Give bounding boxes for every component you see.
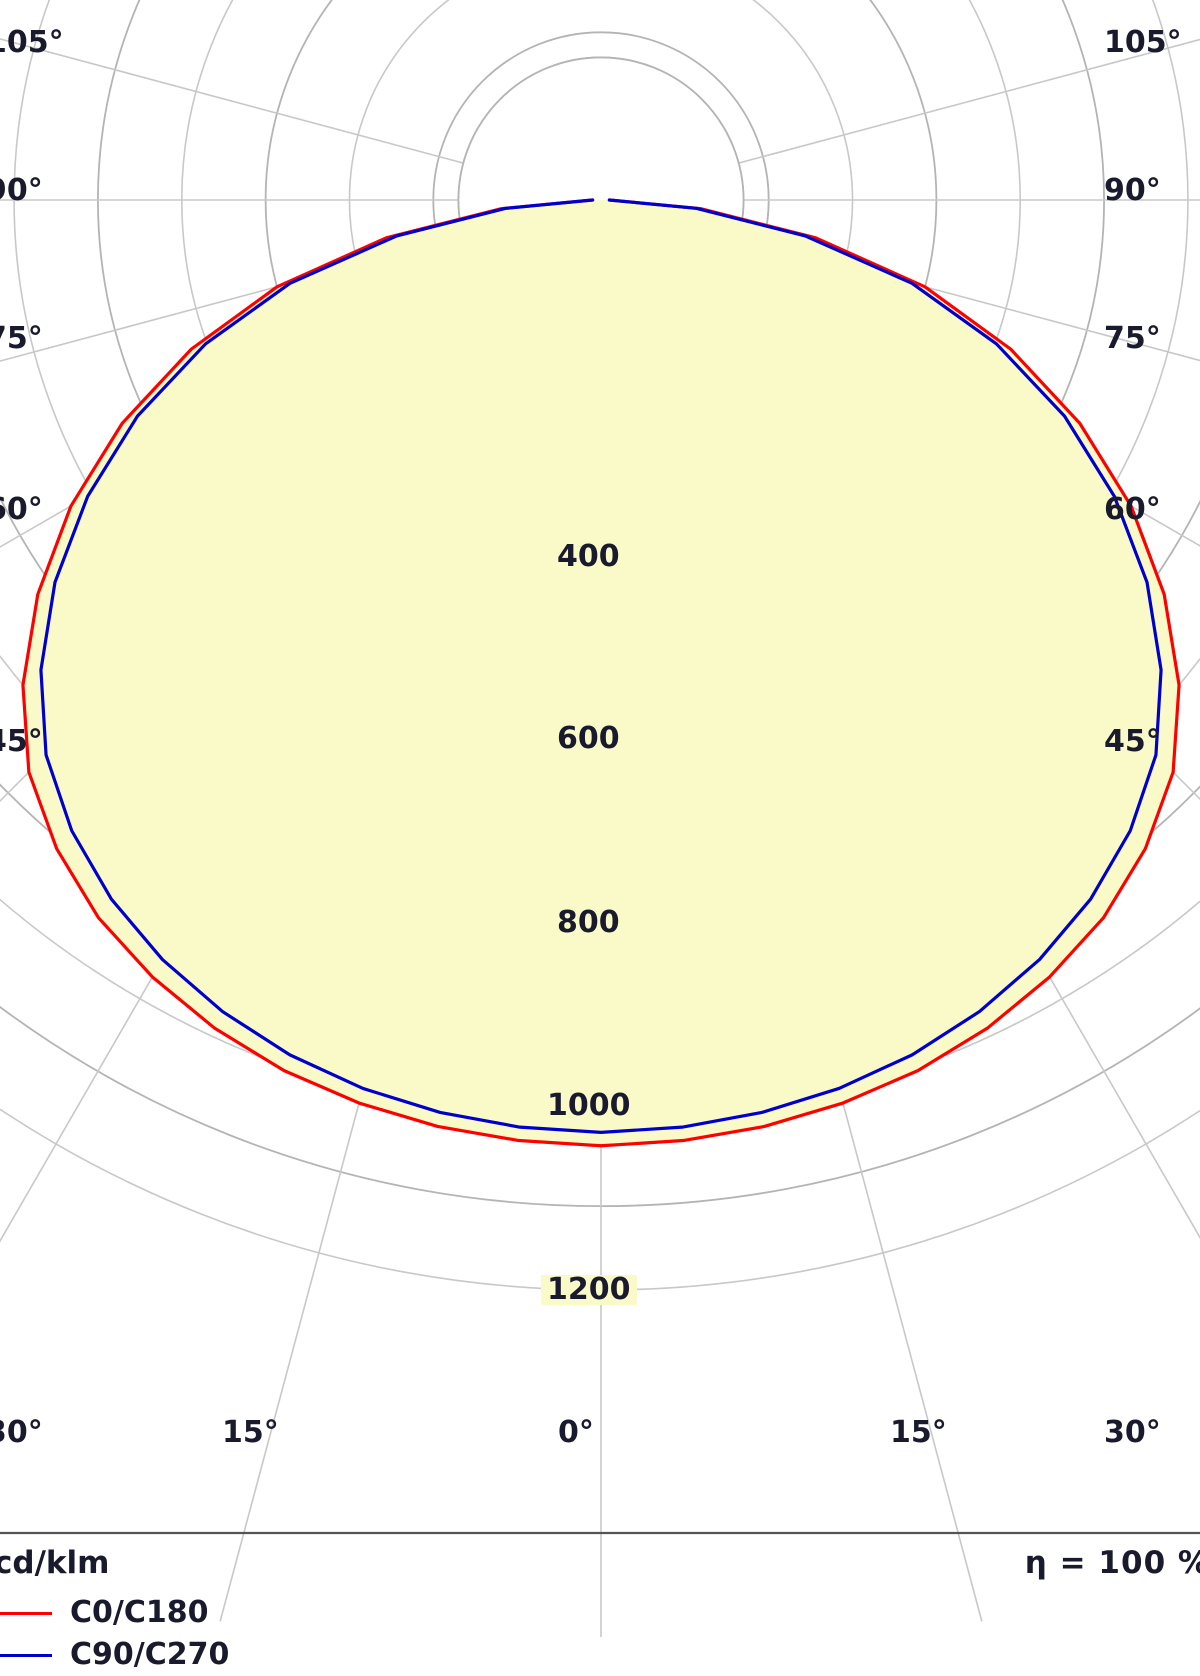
legend-label: C90/C270: [70, 1637, 230, 1672]
ring-label-400: 400: [551, 542, 626, 572]
curve-c0-c180: [21, 198, 1181, 1148]
angle-label-bottom-2: 15°: [890, 1415, 947, 1450]
angle-label-left-4: 45°: [0, 724, 43, 759]
ring-label-1200: 1200: [541, 1275, 637, 1305]
angle-label-bottom-1: 0°: [558, 1415, 594, 1450]
angle-label-bottom-0: 15°: [222, 1415, 279, 1450]
angle-label-left-0: 105°: [0, 25, 64, 60]
ring-label-800: 800: [551, 908, 626, 938]
angle-label-right-5: 30°: [1104, 1415, 1161, 1450]
angle-label-left-5: 30°: [0, 1415, 43, 1450]
angle-label-right-3: 60°: [1104, 492, 1161, 527]
angle-label-left-2: 75°: [0, 321, 43, 356]
angle-label-right-1: 90°: [1104, 173, 1161, 208]
angle-label-right-2: 75°: [1104, 321, 1161, 356]
polar-plot-canvas: [0, 0, 1200, 1637]
efficiency-label: η = 100 %: [1024, 1545, 1200, 1581]
grid-spoke: [600, 38, 1200, 201]
legend: C0/C180 C90/C270: [0, 1592, 1200, 1676]
legend-swatch-icon: [0, 1653, 52, 1657]
angle-label-left-3: 60°: [0, 492, 43, 527]
distribution-curves: [21, 198, 1181, 1148]
distribution-fill: [22, 200, 1180, 1146]
curve-c90-c270: [39, 198, 1163, 1134]
legend-swatch-icon: [0, 1611, 52, 1615]
legend-item-c90-c270[interactable]: C90/C270: [0, 1634, 1200, 1676]
angle-label-right-4: 45°: [1104, 724, 1161, 759]
legend-label: C0/C180: [70, 1595, 209, 1630]
ring-label-600: 600: [551, 724, 626, 754]
unit-label: cd/klm: [0, 1545, 110, 1581]
grid-spoke: [0, 38, 602, 201]
legend-item-c0-c180[interactable]: C0/C180: [0, 1592, 1200, 1634]
angle-label-right-0: 105°: [1104, 25, 1182, 60]
ring-label-1000: 1000: [541, 1091, 637, 1121]
angle-label-left-1: 90°: [0, 173, 43, 208]
